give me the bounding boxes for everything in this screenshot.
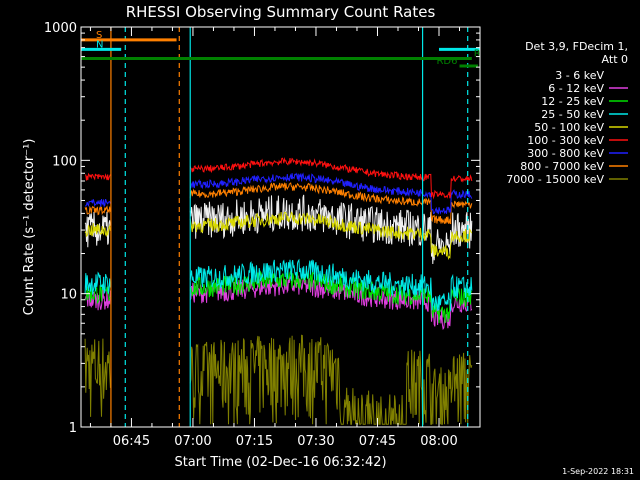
- y-axis-label: Count Rate (s⁻¹ detector⁻¹): [22, 139, 37, 316]
- footer-timestamp: 1-Sep-2022 18:31: [562, 467, 634, 476]
- legend-label: 800 - 7000 keV: [520, 160, 604, 173]
- series-line: [84, 271, 111, 295]
- legend-header: Det 3,9, FDecim 1,: [525, 40, 628, 53]
- legend-header: Att 0: [602, 53, 628, 66]
- annotation-label: N: [96, 39, 103, 50]
- annotation-label: S: [96, 30, 102, 41]
- x-tick-label: 07:30: [297, 434, 334, 449]
- plot-area: SN RD6 RD6: [81, 27, 495, 427]
- series-line: [189, 258, 473, 312]
- x-tick-label: 08:00: [420, 434, 457, 449]
- chart-title: RHESSI Observing Summary Count Rates: [126, 3, 436, 21]
- series-line: [189, 334, 473, 425]
- series-line: [84, 211, 111, 248]
- series-line: [85, 283, 111, 304]
- legend-label: 6 - 12 keV: [548, 82, 604, 95]
- legend-label: 7000 - 15000 keV: [506, 173, 604, 186]
- y-tick-label: 10: [60, 288, 77, 303]
- series-line: [84, 198, 111, 208]
- x-tick-label: 07:00: [174, 434, 211, 449]
- legend-label: 100 - 300 keV: [527, 134, 604, 147]
- y-tick-label: 100: [52, 154, 77, 169]
- series-line: [84, 205, 111, 216]
- series-line: [84, 172, 111, 181]
- annotation-label: RD6: [436, 56, 457, 67]
- x-tick-label: 06:45: [113, 434, 150, 449]
- legend-label: 300 - 800 keV: [527, 147, 604, 160]
- x-tick-label: 07:15: [236, 434, 273, 449]
- plot-frame: [80, 26, 481, 428]
- y-tick-label: 1: [69, 421, 77, 436]
- series-line: [189, 172, 473, 215]
- y-tick-label: 1000: [44, 21, 77, 36]
- axis-ticks: 06:45 07:00 07:15 07:30 07:45 08:00 1 10 100 1000: [44, 21, 480, 449]
- series-line: [84, 338, 111, 417]
- series-line: [189, 194, 473, 265]
- legend-label: 25 - 50 keV: [541, 108, 604, 121]
- x-axis-label: Start Time (02-Dec-16 06:32:42): [174, 455, 386, 470]
- annotation-label: RD6: [474, 49, 495, 60]
- x-tick-label: 07:45: [359, 434, 396, 449]
- series-line: [84, 223, 111, 238]
- series-line: [189, 181, 473, 225]
- legend-label: 50 - 100 keV: [534, 121, 604, 134]
- series-line: [189, 211, 473, 261]
- series-line: [189, 157, 473, 200]
- legend-label: 3 - 6 keV: [555, 69, 604, 82]
- legend-label: 12 - 25 keV: [541, 95, 604, 108]
